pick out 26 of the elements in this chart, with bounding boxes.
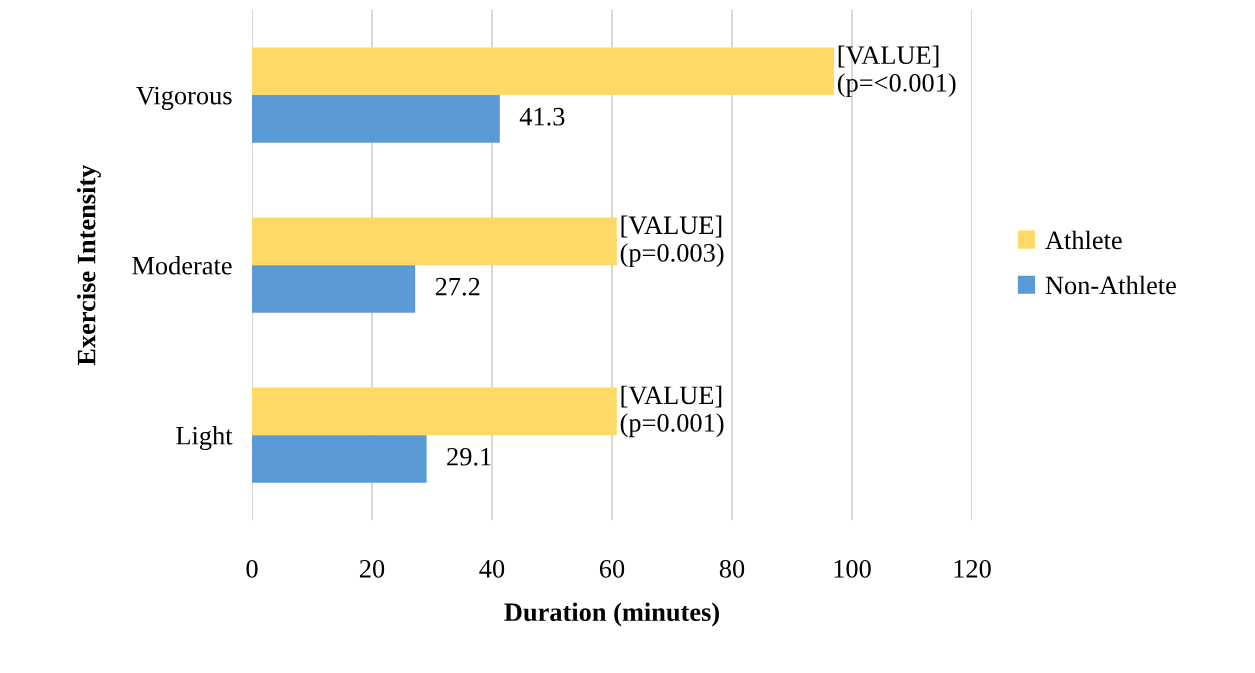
bar [252, 95, 500, 143]
x-tick-label: 20 [359, 559, 385, 578]
x-tick-label: 60 [599, 559, 625, 578]
bar [252, 435, 427, 483]
bar [252, 387, 617, 436]
y-tick-label: Moderate [132, 256, 232, 275]
data-label: 41.3 [519, 107, 565, 126]
x-tick-label: 40 [479, 559, 505, 578]
legend-label: Non-Athlete [1045, 275, 1176, 295]
data-label: 27.2 [435, 277, 480, 296]
bar [252, 47, 834, 96]
x-tick-label: 100 [834, 559, 871, 578]
y-axis-title: Exercise Intensity [76, 164, 101, 366]
bar [252, 217, 617, 266]
annotation: [VALUE] (p=<0.001) [837, 45, 956, 98]
x-axis-title: Duration (minutes) [504, 602, 719, 627]
y-tick-label: Light [176, 426, 233, 451]
x-tick-label: 80 [719, 559, 745, 578]
data-label: 29.1 [447, 447, 491, 466]
x-tick-label: 120 [954, 559, 991, 578]
y-tick-label: Vigorous [136, 86, 232, 110]
legend-label: Athlete [1045, 230, 1122, 250]
annotation: [VALUE] (p=0.001) [620, 385, 724, 438]
x-tick-label: 0 [246, 559, 258, 578]
bar [252, 265, 416, 313]
annotation: [VALUE] (p=0.003) [620, 215, 724, 268]
